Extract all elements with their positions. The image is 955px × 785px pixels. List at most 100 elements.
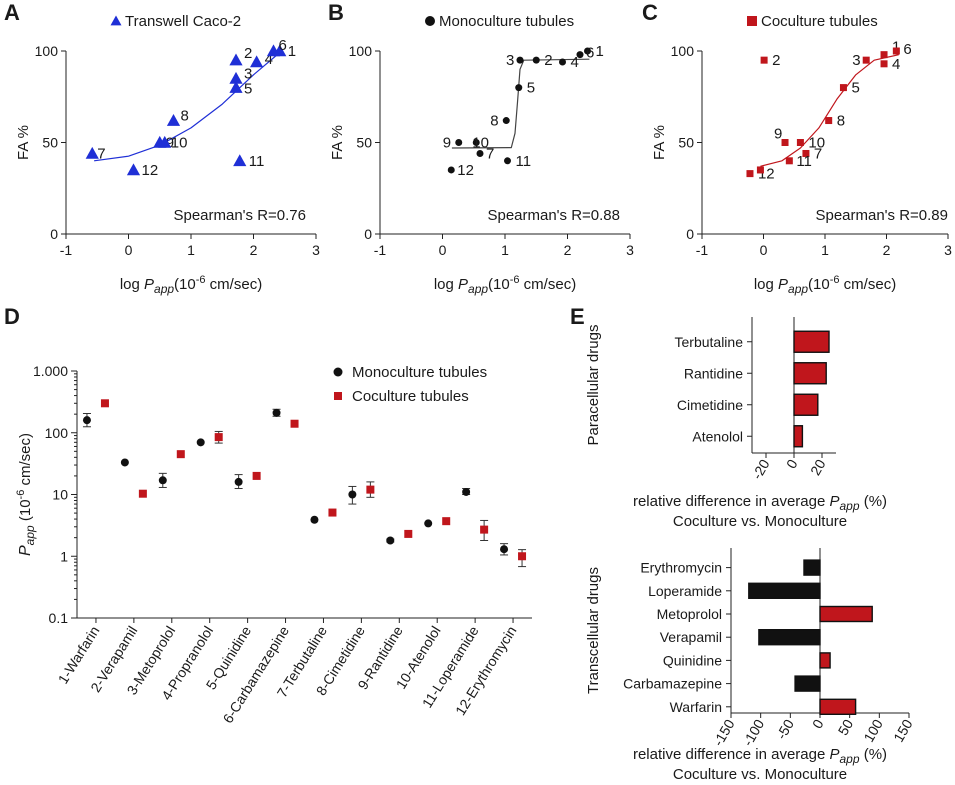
x-label-post: (%)	[860, 746, 888, 763]
data-point-label: 9	[774, 126, 782, 143]
group-label: Paracellular drugs	[585, 325, 602, 446]
data-point	[746, 170, 754, 178]
data-point-label: 11	[516, 153, 532, 170]
data-point-label: 7	[97, 145, 105, 162]
data-point	[252, 471, 261, 480]
y-label-var: P	[17, 545, 34, 556]
data-point	[892, 47, 900, 55]
bar	[803, 559, 821, 576]
data-point	[584, 47, 591, 55]
bar	[794, 675, 821, 692]
data-point	[442, 517, 451, 526]
data-point-label: 1	[288, 43, 296, 60]
x-tick-label: 1	[501, 242, 509, 258]
fit-curve	[94, 50, 282, 162]
data-point	[310, 515, 319, 524]
legend-label: Transwell Caco-2	[125, 13, 241, 30]
data-point	[880, 60, 888, 68]
x-tick-label: 100	[860, 716, 886, 744]
spearman-annotation: Spearman's R=0.88	[487, 207, 620, 224]
legend-label: Monoculture tubules	[439, 13, 574, 30]
data-point	[785, 157, 793, 165]
data-point-label: 7	[486, 145, 494, 162]
bar-category-label: Warfarin	[670, 699, 722, 715]
bar-category-label: Verapamil	[660, 629, 722, 645]
bar	[819, 605, 873, 623]
data-point	[839, 84, 847, 92]
bar-category-label: Rantidine	[684, 365, 743, 381]
legend-marker	[747, 16, 757, 26]
x-label-exp: -6	[510, 274, 520, 286]
x-label-prefix: log	[120, 276, 144, 293]
x-tick-label: 0	[809, 716, 827, 731]
y-label-unit: (10	[17, 499, 34, 525]
legend-marker	[333, 367, 343, 377]
data-point	[158, 476, 167, 485]
x-label-sub: app	[788, 282, 808, 296]
data-point	[796, 139, 804, 146]
data-point	[166, 113, 181, 126]
spearman-annotation: Spearman's R=0.89	[815, 207, 948, 224]
data-point	[532, 56, 540, 64]
x-label-pre: relative difference in average	[633, 746, 830, 763]
data-point	[386, 536, 395, 545]
x-tick-label: 2	[883, 242, 891, 258]
data-point	[328, 508, 337, 517]
data-point	[229, 53, 243, 66]
data-point-label: 1	[892, 39, 900, 56]
data-point	[424, 519, 433, 528]
x-axis-label-line1: relative difference in average Papp (%)	[633, 493, 887, 513]
data-point	[559, 58, 566, 66]
data-point	[100, 399, 109, 408]
data-point-label: 3	[244, 65, 252, 82]
x-label-sub: app	[840, 752, 860, 766]
data-point	[126, 163, 141, 176]
x-axis-label: log Papp(10-6 cm/sec)	[754, 274, 896, 296]
bar-category-label: Erythromycin	[640, 560, 722, 576]
bar-category-label: Terbutaline	[675, 334, 744, 350]
data-point-label: 12	[457, 162, 474, 179]
data-point	[502, 117, 510, 125]
x-label-exp: -6	[830, 274, 840, 286]
legend-marker	[110, 15, 122, 26]
spearman-annotation: Spearman's R=0.76	[173, 207, 306, 224]
legend-label: Monoculture tubules	[352, 364, 487, 381]
data-point	[176, 450, 185, 459]
x-tick-label: 2	[564, 242, 572, 258]
data-point	[82, 416, 91, 425]
data-point	[138, 489, 147, 498]
x-tick-label: -100	[739, 716, 767, 748]
fit-curve	[451, 58, 590, 149]
x-label-var: P	[829, 746, 839, 763]
data-point	[229, 71, 243, 84]
x-label-var: P	[829, 493, 839, 510]
panel-letter-a: A	[4, 0, 20, 25]
data-point-label: 6	[586, 45, 594, 62]
y-tick-label: 0	[364, 226, 372, 242]
y-axis-label: FA %	[651, 125, 668, 160]
data-point-label: 8	[490, 113, 498, 130]
bar	[793, 425, 804, 448]
x-label-prefix: log	[754, 276, 778, 293]
chart-d-papp-by-drug: 0.11101001.0001-Warfarin2-Verapamil3-Met…	[15, 363, 532, 726]
data-point	[233, 154, 247, 167]
y-tick-label: 0	[686, 226, 694, 242]
bar	[793, 393, 819, 416]
y-tick-label: 100	[35, 43, 59, 59]
data-point	[266, 44, 281, 57]
x-tick-label: 3	[944, 242, 952, 258]
panel-letter-c: C	[642, 0, 658, 25]
x-label-sub: app	[468, 282, 488, 296]
x-axis-label-line2: Coculture vs. Monoculture	[673, 513, 847, 530]
x-label-unit: (10	[488, 276, 510, 293]
y-tick-label: 10	[52, 487, 68, 503]
x-tick-label: 3	[626, 242, 634, 258]
data-point	[462, 487, 471, 496]
data-point	[366, 485, 375, 494]
data-point	[760, 56, 768, 64]
data-point	[476, 149, 484, 157]
bar	[748, 582, 821, 599]
data-point	[272, 408, 281, 417]
data-point-label: 10	[472, 135, 489, 152]
data-point-label: 8	[181, 108, 189, 125]
